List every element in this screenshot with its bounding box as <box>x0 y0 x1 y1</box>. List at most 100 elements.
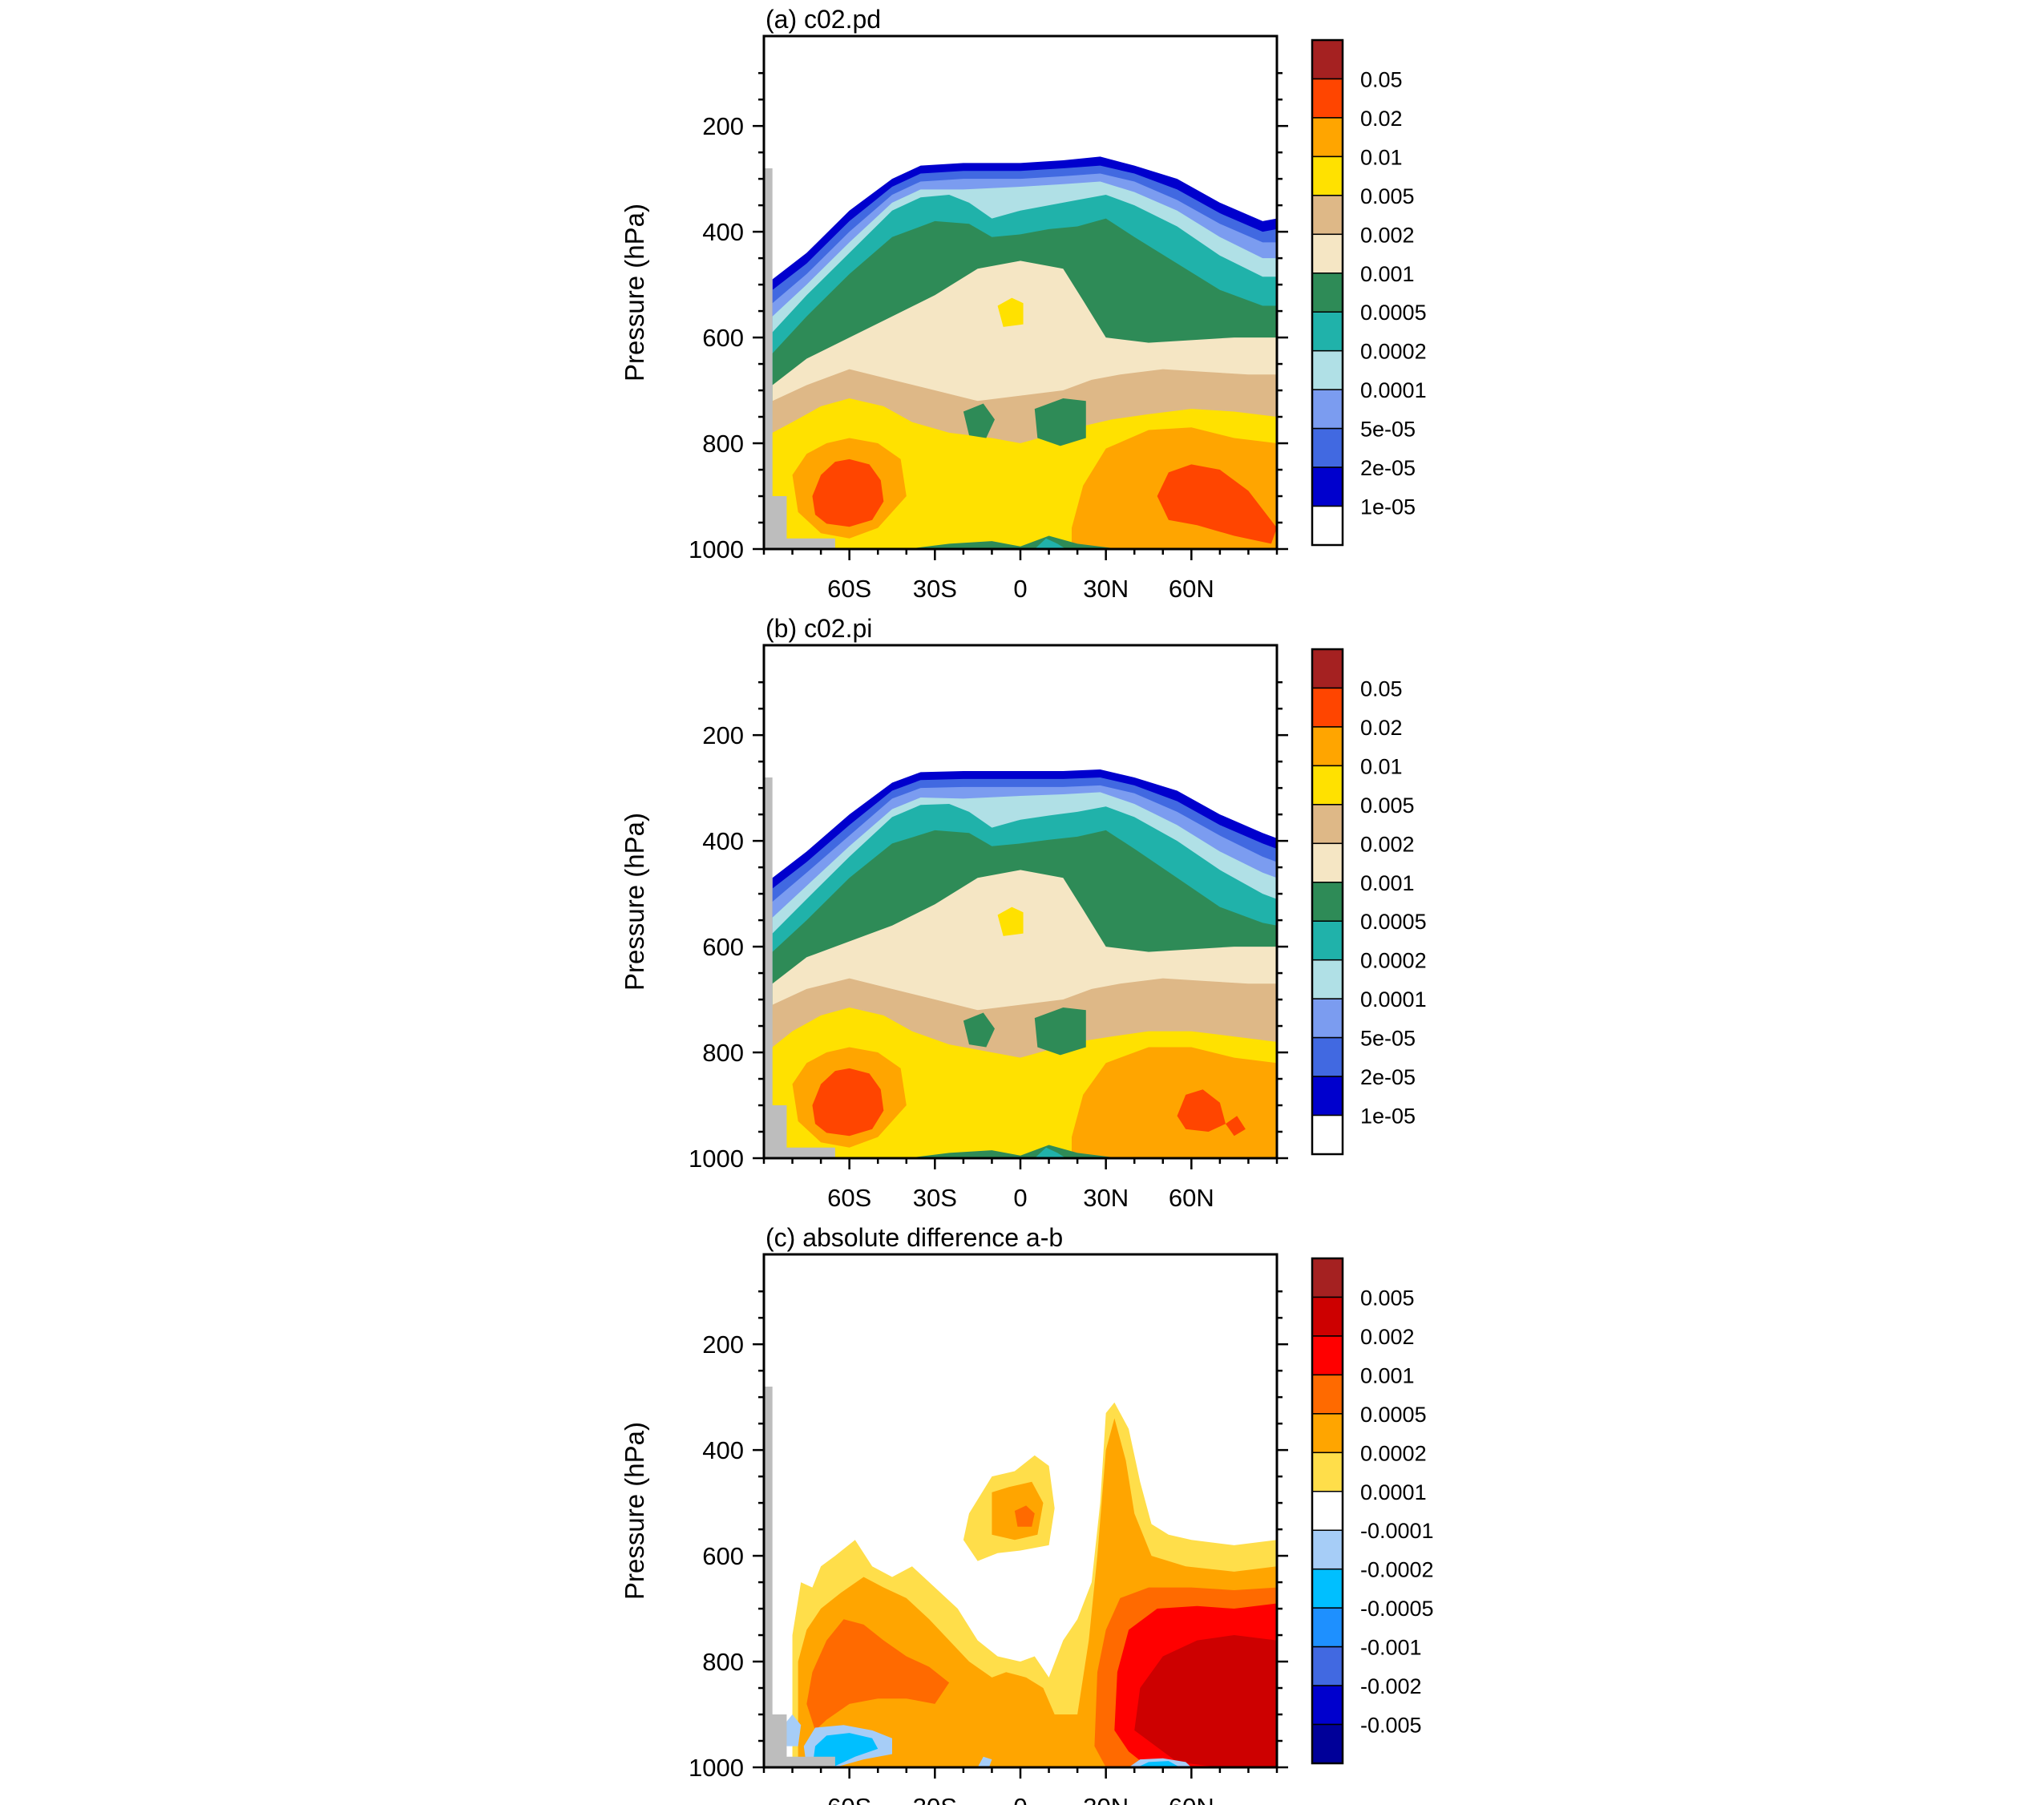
x-tick-label: 30N <box>1083 575 1129 603</box>
colorbar-label: 0.02 <box>1360 716 1403 740</box>
colorbar-label: 0.005 <box>1360 184 1415 208</box>
colorbar-swatch <box>1311 648 1343 689</box>
y-tick-label: 800 <box>702 430 744 458</box>
colorbar-swatch <box>1311 1607 1343 1648</box>
colorbar-swatch <box>1311 1645 1343 1686</box>
colorbar-label: -0.0002 <box>1360 1558 1434 1582</box>
topography-mask <box>764 168 835 549</box>
contour-zone--0-0002 <box>783 1714 802 1746</box>
y-tick-label: 200 <box>702 112 744 140</box>
colorbar-label: -0.0005 <box>1360 1597 1434 1621</box>
colorbar-swatch <box>1311 959 1343 999</box>
colorbar-label: 0.005 <box>1360 1286 1415 1310</box>
colorbar-swatch <box>1311 389 1343 430</box>
contour-zone--0-0002 <box>977 1756 992 1767</box>
colorbar-label: -0.0001 <box>1360 1519 1434 1543</box>
y-axis-label: Pressure (hPa) <box>620 1422 649 1600</box>
colorbar-swatch <box>1311 1491 1343 1531</box>
x-tick-label: 60S <box>827 575 871 603</box>
colorbar-swatch <box>1311 1568 1343 1609</box>
x-tick-label: 30N <box>1083 1793 1129 1805</box>
contour-zone-0-0002 <box>1034 1147 1066 1158</box>
x-tick-label: 30N <box>1083 1184 1129 1212</box>
x-tick-label: 0 <box>1013 1793 1027 1805</box>
colorbar-label: 0.0001 <box>1360 1480 1427 1504</box>
colorbar-label: 0.002 <box>1360 223 1415 247</box>
topography-mask <box>764 777 835 1158</box>
panel-b: 200 400 600 800 1000 60S 30S 0 30N 60N (b) c02.pi P… <box>620 614 1427 1212</box>
colorbar-label: 0.0002 <box>1360 1441 1427 1465</box>
colorbar-label: 0.05 <box>1360 676 1403 701</box>
chart-title: (a) c02.pd <box>765 5 881 34</box>
colorbar-swatch <box>1311 804 1343 845</box>
contour-zone-0-005 <box>997 297 1024 327</box>
contour-zone-0-005 <box>1134 1635 1277 1767</box>
contour-fills <box>764 156 1277 549</box>
x-tick-label: 60N <box>1169 575 1214 603</box>
y-tick-label: 400 <box>702 218 744 246</box>
colorbar-swatch <box>1311 1374 1343 1415</box>
y-tick-label: 1000 <box>689 1145 744 1173</box>
colorbar-swatch <box>1311 1114 1343 1155</box>
colorbar-swatch <box>1311 1076 1343 1117</box>
colorbar-swatch <box>1311 687 1343 728</box>
colorbar-label: 2e-05 <box>1360 1065 1416 1089</box>
x-tick-label: 0 <box>1013 1184 1027 1212</box>
colorbar-swatch <box>1311 155 1343 196</box>
y-tick-label: 600 <box>702 1542 744 1570</box>
chart-title: (c) absolute difference a-b <box>765 1223 1063 1252</box>
contour-zone-0-0002 <box>1034 538 1066 549</box>
y-tick-label: 1000 <box>689 1754 744 1782</box>
colorbar-swatch <box>1311 195 1343 236</box>
colorbar-label: 0.0005 <box>1360 1403 1427 1427</box>
chart-title: (b) c02.pi <box>765 614 872 643</box>
colorbar-swatch <box>1311 78 1343 119</box>
colorbar-label: 0.05 <box>1360 67 1403 91</box>
contour-zone-0-005 <box>997 907 1024 936</box>
colorbar-swatch <box>1311 1036 1343 1077</box>
colorbar-label: 0.002 <box>1360 832 1415 856</box>
contour-zone-0-01 <box>1072 1047 1277 1158</box>
colorbar-label: 0.0005 <box>1360 301 1427 325</box>
colorbar-frame <box>1311 38 1344 547</box>
contour-zone-0-001 <box>806 1619 950 1730</box>
colorbar-frame <box>1311 648 1344 1156</box>
colorbar-label: 0.002 <box>1360 1325 1415 1349</box>
contour-zone-0-001 <box>1014 1505 1035 1527</box>
colorbar-swatch <box>1311 765 1343 806</box>
y-axis-label: Pressure (hPa) <box>620 813 649 991</box>
colorbar-label: -0.002 <box>1360 1674 1422 1698</box>
contour-zone-0-0005 <box>1034 398 1086 446</box>
colorbar-swatch <box>1311 1723 1343 1764</box>
contour-zone-0-0005 <box>906 1145 1121 1158</box>
colorbar-label: -0.001 <box>1360 1636 1422 1660</box>
y-tick-label: 800 <box>702 1039 744 1067</box>
x-tick-label: 30S <box>913 1793 957 1805</box>
y-tick-label: 400 <box>702 1436 744 1464</box>
y-tick-label: 1000 <box>689 535 744 563</box>
colorbar-label: 0.001 <box>1360 871 1415 895</box>
topography-mask <box>764 1386 835 1767</box>
colorbar-swatch <box>1311 882 1343 922</box>
colorbar-label: 0.0002 <box>1360 340 1427 364</box>
colorbar-swatch <box>1311 1296 1343 1337</box>
x-tick-label: 0 <box>1013 575 1027 603</box>
x-tick-label: 60N <box>1169 1793 1214 1805</box>
colorbar-label: 5e-05 <box>1360 418 1416 442</box>
colorbar-swatch <box>1311 726 1343 767</box>
colorbar-swatch <box>1311 1335 1343 1376</box>
colorbar-frame <box>1311 1257 1344 1765</box>
x-tick-label: 60N <box>1169 1184 1214 1212</box>
x-tick-label: 60S <box>827 1793 871 1805</box>
colorbar-swatch <box>1311 920 1343 961</box>
y-tick-label: 800 <box>702 1648 744 1676</box>
x-tick-label: 30S <box>913 575 957 603</box>
colorbar-label: 0.0001 <box>1360 378 1427 402</box>
colorbar-label: 0.001 <box>1360 262 1415 286</box>
y-tick-label: 400 <box>702 827 744 855</box>
contour-zone-0-0005 <box>906 535 1121 549</box>
y-tick-label: 200 <box>702 721 744 749</box>
colorbar-label: 2e-05 <box>1360 456 1416 480</box>
y-tick-label: 600 <box>702 324 744 352</box>
colorbar-swatch <box>1311 505 1343 546</box>
